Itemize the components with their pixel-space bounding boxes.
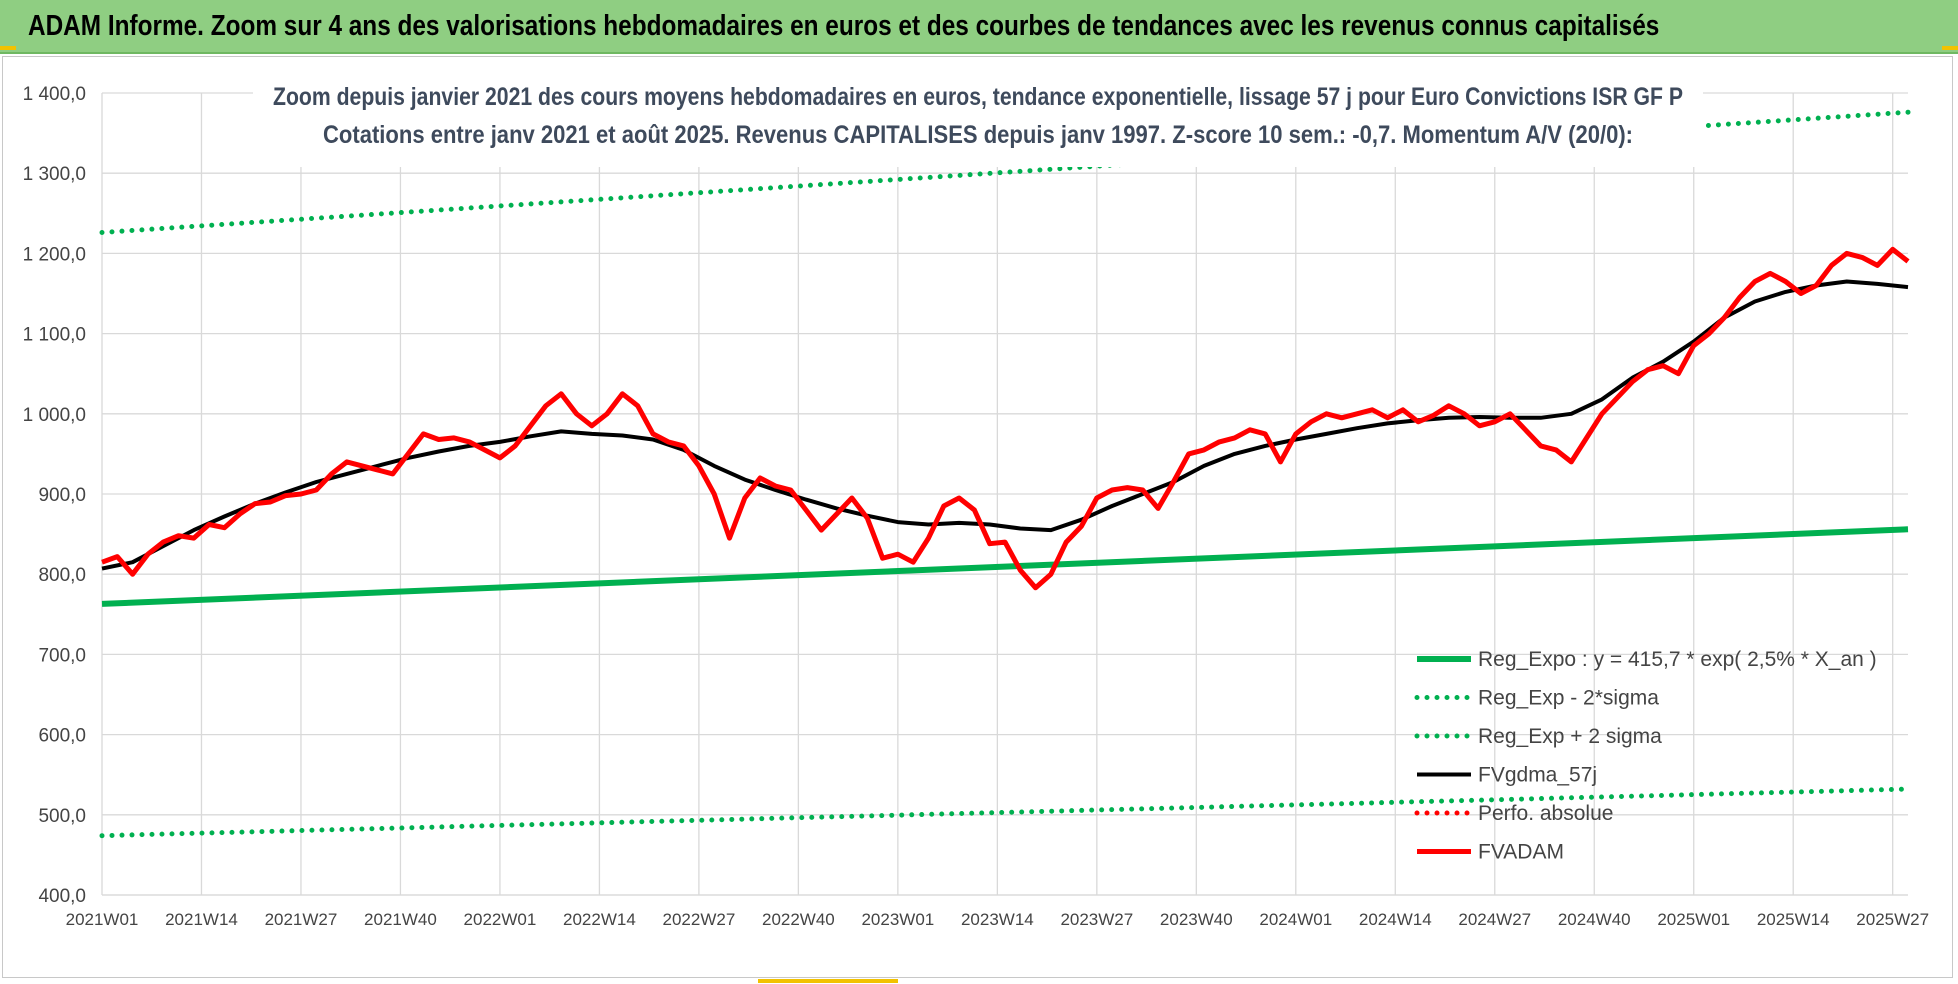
y-tick-label: 700,0 [38,645,86,666]
corner-mark-bottom [758,979,898,983]
y-tick-label: 500,0 [38,806,86,827]
chart-subtitle-line-2: Cotations entre janv 2021 et août 2025. … [323,121,1633,149]
y-tick-label: 1 400,0 [23,84,86,105]
series-line-reg-expo [101,526,1909,607]
x-tick-label: 2021W27 [265,910,338,929]
line-chart: 400,0 500,0 600,0 700,0 800,0 900,0 1 000,0 1 1… [23,69,1929,929]
corner-mark-top-right [1942,46,1958,50]
x-tick-label: 2021W40 [364,910,437,929]
subtitle-background [253,69,1703,167]
x-tick-label: 2023W14 [961,910,1034,929]
x-tick-label: 2024W14 [1359,910,1432,929]
x-tick-label: 2025W27 [1856,910,1929,929]
x-tick-label: 2023W27 [1060,910,1133,929]
legend-label: Reg_Expo : y = 415,7 * exp( 2,5% * X_an … [1478,648,1877,671]
x-tick-label: 2024W01 [1259,910,1332,929]
legend-label: FVADAM [1478,841,1564,864]
corner-mark-top-left [0,46,16,50]
x-tick-label: 2021W14 [165,910,238,929]
series-line-fvadam [101,246,1910,591]
y-tick-label: 600,0 [38,726,86,747]
chart-header: ADAM Informe. Zoom sur 4 ans des valoris… [0,0,1958,54]
x-tick-label: 2023W40 [1160,910,1233,929]
x-tick-label: 2022W27 [663,910,736,929]
y-tick-label: 800,0 [38,565,86,586]
x-axis-ticks: 2021W01 2021W14 2021W27 2021W40 2022W01 2022W… [66,910,1929,929]
y-tick-label: 400,0 [38,886,86,907]
y-tick-label: 1 300,0 [23,164,86,185]
y-tick-label: 1 000,0 [23,405,86,426]
legend-label: Reg_Exp + 2 sigma [1478,725,1662,748]
x-tick-label: 2022W40 [762,910,835,929]
y-tick-label: 1 200,0 [23,244,86,265]
x-tick-label: 2025W01 [1657,910,1730,929]
legend-label: FVgdma_57j [1478,764,1597,787]
x-tick-label: 2024W27 [1458,910,1531,929]
x-tick-label: 2025W14 [1757,910,1830,929]
x-tick-label: 2023W01 [861,910,934,929]
x-tick-label: 2022W01 [464,910,537,929]
chart-subtitle-line-1: Zoom depuis janvier 2021 des cours moyen… [273,83,1683,111]
y-tick-label: 900,0 [38,485,86,506]
x-tick-label: 2021W01 [66,910,139,929]
legend-label: Reg_Exp - 2*sigma [1478,687,1659,710]
y-tick-label: 1 100,0 [23,325,86,346]
x-tick-label: 2024W40 [1558,910,1631,929]
series-line-fvgdma-57j [101,279,1909,571]
x-tick-label: 2022W14 [563,910,636,929]
legend: Reg_Expo : y = 415,7 * exp( 2,5% * X_an … [1414,648,1877,864]
report-title: ADAM Informe. Zoom sur 4 ans des valoris… [28,9,1660,42]
chart-frame: 400,0 500,0 600,0 700,0 800,0 900,0 1 000,0 1 1… [2,56,1953,978]
legend-label: Perfo. absolue [1478,802,1613,825]
y-axis-ticks: 400,0 500,0 600,0 700,0 800,0 900,0 1 000,0 1 1… [23,84,86,907]
series-line-reg-exp [99,786,1911,839]
